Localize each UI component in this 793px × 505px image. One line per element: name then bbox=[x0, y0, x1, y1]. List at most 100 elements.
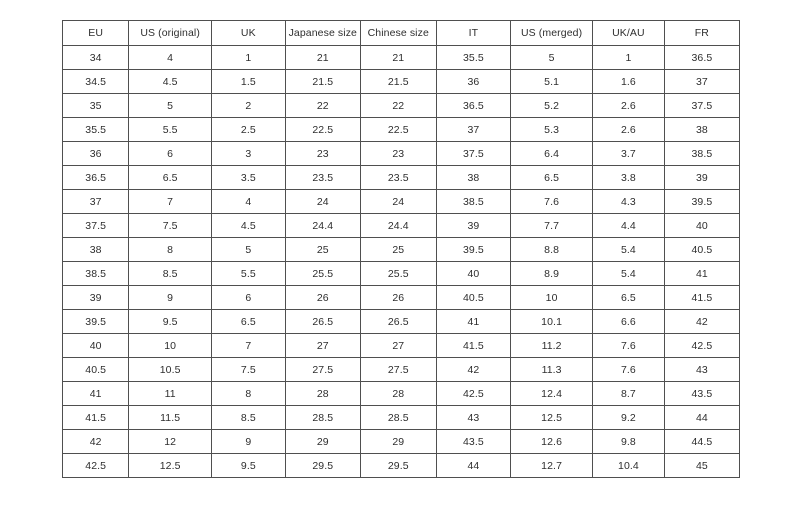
table-row: 42.5 12.5 9.5 29.5 29.5 44 12.7 10.4 45 bbox=[61, 453, 741, 478]
table-cell: 28.5 bbox=[359, 405, 437, 430]
table-cell: 37 bbox=[435, 117, 512, 142]
table-cell: 43.5 bbox=[435, 429, 512, 454]
table-cell: 1.6 bbox=[592, 69, 665, 94]
table-cell: 41 bbox=[435, 309, 512, 334]
table-cell: 36.5 bbox=[663, 45, 741, 70]
table-cell: 2.6 bbox=[592, 117, 665, 142]
table-cell: 21.5 bbox=[359, 69, 437, 94]
table-cell: 4.4 bbox=[592, 213, 665, 238]
table-cell: 27.5 bbox=[359, 357, 437, 382]
table-cell: 29 bbox=[359, 429, 437, 454]
table-cell: 36.5 bbox=[435, 93, 512, 118]
table-cell: 11.3 bbox=[510, 357, 594, 382]
table-cell: 10 bbox=[510, 285, 594, 310]
table-cell: 2.6 bbox=[592, 93, 665, 118]
table-cell: 21.5 bbox=[284, 69, 361, 94]
table-cell: 12.4 bbox=[510, 381, 594, 406]
table-cell: 2 bbox=[210, 93, 286, 118]
table-cell: 27 bbox=[284, 333, 361, 358]
table-cell: 5.1 bbox=[510, 69, 594, 94]
table-cell: 23.5 bbox=[284, 165, 361, 190]
table-cell: 22.5 bbox=[284, 117, 361, 142]
table-cell: 36.5 bbox=[61, 165, 130, 190]
table-cell: 27.5 bbox=[284, 357, 361, 382]
table-cell: 43.5 bbox=[663, 381, 741, 406]
table-cell: 23 bbox=[284, 141, 361, 166]
table-cell: 37.5 bbox=[663, 93, 741, 118]
table-row: 41.5 11.5 8.5 28.5 28.5 43 12.5 9.2 44 bbox=[61, 405, 741, 430]
table-cell: 40 bbox=[663, 213, 741, 238]
table-cell: 3 bbox=[210, 141, 286, 166]
table-cell: 23.5 bbox=[359, 165, 437, 190]
table-row: 34.5 4.5 1.5 21.5 21.5 36 5.1 1.6 37 bbox=[61, 69, 741, 94]
table-cell: 7.7 bbox=[510, 213, 594, 238]
table-cell: 44.5 bbox=[663, 429, 741, 454]
table-cell: 39 bbox=[663, 165, 741, 190]
table-cell: 35.5 bbox=[61, 117, 130, 142]
table-cell: 6.5 bbox=[128, 165, 212, 190]
table-cell: 8.5 bbox=[210, 405, 286, 430]
table-cell: 12.5 bbox=[510, 405, 594, 430]
table-row: 35 5 2 22 22 36.5 5.2 2.6 37.5 bbox=[61, 93, 741, 118]
table-cell: 40 bbox=[61, 333, 130, 358]
table-cell: 24.4 bbox=[359, 213, 437, 238]
table-cell: 8 bbox=[210, 381, 286, 406]
table-cell: 44 bbox=[435, 453, 512, 478]
shoe-size-conversion-table: EU US (original) UK Japanese size Chinese si… bbox=[61, 20, 741, 478]
column-header: UK/AU bbox=[592, 20, 665, 46]
column-header: US (merged) bbox=[510, 20, 594, 46]
table-cell: 9.8 bbox=[592, 429, 665, 454]
table-cell: 39 bbox=[61, 285, 130, 310]
table-cell: 6 bbox=[128, 141, 212, 166]
table-cell: 29 bbox=[284, 429, 361, 454]
table-cell: 7.6 bbox=[510, 189, 594, 214]
table-row: 37.5 7.5 4.5 24.4 24.4 39 7.7 4.4 40 bbox=[61, 213, 741, 238]
table-cell: 5.5 bbox=[210, 261, 286, 286]
table-cell: 10.4 bbox=[592, 453, 665, 478]
table-cell: 26.5 bbox=[284, 309, 361, 334]
table-cell: 26.5 bbox=[359, 309, 437, 334]
column-header: UK bbox=[210, 20, 286, 46]
table-cell: 5.2 bbox=[510, 93, 594, 118]
table-body: 34 4 1 21 21 35.5 5 1 36.5 34.5 4.5 1.5 21.5 21.5 36 5.… bbox=[61, 45, 741, 478]
table-cell: 12 bbox=[128, 429, 212, 454]
table-cell: 29.5 bbox=[284, 453, 361, 478]
table-cell: 25.5 bbox=[284, 261, 361, 286]
table-cell: 40.5 bbox=[663, 237, 741, 262]
table-cell: 39 bbox=[435, 213, 512, 238]
table-cell: 39.5 bbox=[61, 309, 130, 334]
table-cell: 1 bbox=[592, 45, 665, 70]
table-cell: 44 bbox=[663, 405, 741, 430]
table-row: 38.5 8.5 5.5 25.5 25.5 40 8.9 5.4 41 bbox=[61, 261, 741, 286]
table-cell: 8 bbox=[128, 237, 212, 262]
table-cell: 38 bbox=[435, 165, 512, 190]
table-row: 40 10 7 27 27 41.5 11.2 7.6 42.5 bbox=[61, 333, 741, 358]
table-cell: 35 bbox=[61, 93, 130, 118]
table-cell: 26 bbox=[359, 285, 437, 310]
table-cell: 9.5 bbox=[210, 453, 286, 478]
table-cell: 5 bbox=[510, 45, 594, 70]
table-cell: 12.5 bbox=[128, 453, 212, 478]
table-cell: 10.5 bbox=[128, 357, 212, 382]
header-row: EU US (original) UK Japanese size Chinese si… bbox=[61, 20, 741, 46]
table-cell: 28.5 bbox=[284, 405, 361, 430]
table-cell: 24 bbox=[359, 189, 437, 214]
table-cell: 34 bbox=[61, 45, 130, 70]
table-cell: 38 bbox=[663, 117, 741, 142]
column-header: Chinese size bbox=[359, 20, 437, 46]
table-cell: 4 bbox=[210, 189, 286, 214]
table-row: 39 9 6 26 26 40.5 10 6.5 41.5 bbox=[61, 285, 741, 310]
table-cell: 28 bbox=[284, 381, 361, 406]
table-cell: 25 bbox=[359, 237, 437, 262]
table-row: 41 11 8 28 28 42.5 12.4 8.7 43.5 bbox=[61, 381, 741, 406]
table-cell: 5 bbox=[210, 237, 286, 262]
table-cell: 9.2 bbox=[592, 405, 665, 430]
table-cell: 45 bbox=[663, 453, 741, 478]
table-cell: 10 bbox=[128, 333, 212, 358]
table-row: 37 7 4 24 24 38.5 7.6 4.3 39.5 bbox=[61, 189, 741, 214]
column-header: Japanese size bbox=[284, 20, 361, 46]
table-cell: 38.5 bbox=[61, 261, 130, 286]
table-cell: 3.5 bbox=[210, 165, 286, 190]
table-row: 38 8 5 25 25 39.5 8.8 5.4 40.5 bbox=[61, 237, 741, 262]
table-cell: 25.5 bbox=[359, 261, 437, 286]
